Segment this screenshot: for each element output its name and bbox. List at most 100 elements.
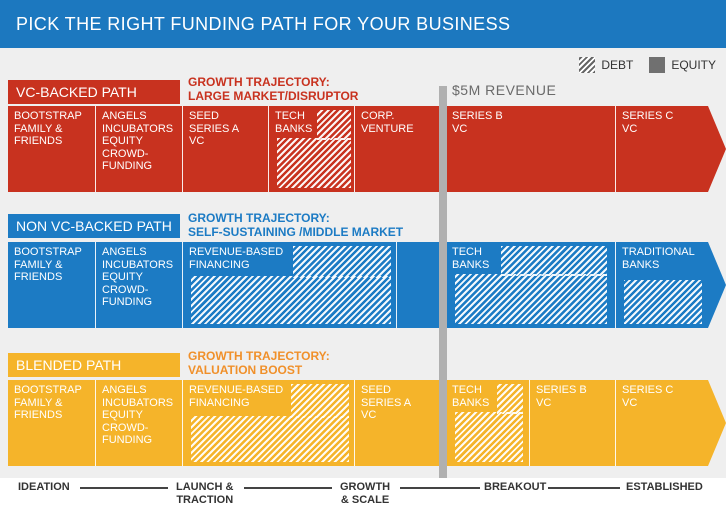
blended-trajectory: GROWTH TRAJECTORY: VALUATION BOOST [188, 349, 330, 377]
cell-line: VC [536, 396, 552, 409]
cell-line: VC [361, 409, 377, 421]
cell-line: VC [622, 396, 638, 409]
vc-cell-series-c: SERIES C VC [615, 106, 708, 192]
cell-line: FINANCING [189, 396, 250, 409]
cell-line: SERIES C [622, 110, 674, 122]
blended-cell-revenue-based: REVENUE-BASED FINANCING [182, 380, 354, 466]
timeline-connector [548, 487, 620, 489]
blended-cell-angels: ANGELS INCUBATORS EQUITY CROWD- FUNDING [95, 380, 182, 466]
vc-path-arrow-icon [708, 106, 726, 192]
cell-line: FRIENDS [14, 135, 63, 147]
stage-launch: LAUNCH & TRACTION [176, 481, 233, 507]
debt-swatch-icon [579, 57, 596, 73]
cell-line: VENTURE [361, 122, 414, 135]
blended-path-arrow-icon [708, 380, 726, 466]
equity-swatch-icon [649, 57, 666, 73]
timeline-connector [80, 487, 168, 489]
cell-line: TRADITIONAL [622, 246, 695, 258]
vc-cell-series-b: SERIES B VC [447, 106, 615, 192]
cell-line: CROWD- [102, 421, 149, 434]
header-bar: PICK THE RIGHT FUNDING PATH FOR YOUR BUS… [0, 0, 726, 48]
legend: DEBT EQUITY [579, 56, 716, 74]
cell-line: ANGELS [102, 110, 147, 122]
nonvc-trajectory-value: SELF-SUSTAINING /MIDDLE MARKET [188, 225, 404, 239]
cell-line: TECH [452, 384, 482, 396]
cell-line: ANGELS [102, 246, 147, 258]
debt-hatch [497, 384, 523, 414]
nonvc-cell-revenue-based: REVENUE-BASED FINANCING [182, 242, 396, 328]
cell-line: TECH [452, 246, 482, 258]
nonvc-cell-traditional-banks: TRADITIONAL BANKS [615, 242, 708, 328]
cell-line: FUNDING [102, 434, 153, 446]
cell-line: BANKS [452, 396, 490, 409]
blended-path-label: BLENDED PATH [8, 353, 180, 377]
vc-cell-bootstrap: BOOTSTRAP FAMILY & FRIENDS [8, 106, 95, 192]
stage-growth: GROWTH & SCALE [340, 481, 390, 507]
nonvc-path-label: NON VC-BACKED PATH [8, 214, 180, 238]
debt-hatch [501, 246, 607, 276]
cell-line: SERIES A [189, 122, 240, 135]
stage-growth-line2: & SCALE [340, 494, 390, 506]
cell-line: BANKS [275, 122, 313, 135]
stage-growth-line1: GROWTH [340, 481, 391, 493]
cell-line: FUNDING [102, 160, 153, 172]
vc-cell-angels: ANGELS INCUBATORS EQUITY CROWD- FUNDING [95, 106, 182, 192]
page-title: PICK THE RIGHT FUNDING PATH FOR YOUR BUS… [16, 14, 511, 34]
legend-equity-label: EQUITY [671, 58, 716, 72]
blended-path-band: BOOTSTRAP FAMILY & FRIENDS ANGELS INCUBA… [8, 380, 708, 466]
cell-line: SEED [189, 110, 219, 122]
cell-line: CROWD- [102, 283, 149, 296]
debt-hatch [293, 246, 391, 278]
cell-line: CROWD- [102, 147, 149, 160]
cell-line: INCUBATORS [102, 258, 174, 271]
nonvc-cell-bootstrap: BOOTSTRAP FAMILY & FRIENDS [8, 242, 95, 328]
debt-hatch [277, 138, 351, 188]
vc-path-label: VC-BACKED PATH [8, 80, 180, 104]
cell-line: VC [452, 122, 468, 135]
stage-breakout: BREAKOUT [484, 481, 547, 493]
stage-launch-line2: TRACTION [176, 494, 234, 506]
debt-hatch [191, 416, 349, 462]
nonvc-cell-empty [396, 242, 440, 328]
stage-ideation: IDEATION [18, 481, 70, 493]
vc-trajectory-heading: GROWTH TRAJECTORY: [188, 75, 330, 89]
stage-timeline: IDEATION LAUNCH & TRACTION GROWTH & SCAL… [0, 478, 726, 524]
cell-line: BOOTSTRAP [14, 246, 82, 258]
cell-line: FAMILY & [14, 122, 63, 135]
cell-line: FINANCING [189, 258, 250, 271]
revenue-marker-line [439, 86, 447, 478]
cell-line: ANGELS [102, 384, 147, 396]
vc-trajectory-value: LARGE MARKET/DISRUPTOR [188, 89, 359, 103]
cell-line: TECH [275, 110, 305, 122]
nonvc-trajectory-heading: GROWTH TRAJECTORY: [188, 211, 330, 225]
vc-cell-tech-banks: TECH BANKS [268, 106, 354, 192]
debt-hatch [191, 276, 391, 324]
legend-debt-label: DEBT [601, 58, 634, 72]
cell-line: REVENUE-BASED [189, 246, 284, 258]
cell-line: BOOTSTRAP [14, 384, 82, 396]
nonvc-cell-angels: ANGELS INCUBATORS EQUITY CROWD- FUNDING [95, 242, 182, 328]
debt-hatch [624, 280, 702, 324]
cell-line: SERIES B [452, 110, 503, 122]
cell-line: BOOTSTRAP [14, 110, 82, 122]
blended-cell-bootstrap: BOOTSTRAP FAMILY & FRIENDS [8, 380, 95, 466]
cell-line: EQUITY [102, 409, 143, 421]
blended-trajectory-heading: GROWTH TRAJECTORY: [188, 349, 330, 363]
nonvc-cell-tech-banks: TECH BANKS [447, 242, 615, 328]
cell-line: INCUBATORS [102, 396, 174, 409]
nonvc-trajectory: GROWTH TRAJECTORY: SELF-SUSTAINING /MIDD… [188, 211, 403, 239]
timeline-connector [244, 487, 332, 489]
cell-line: FAMILY & [14, 396, 63, 409]
cell-line: REVENUE-BASED [189, 384, 284, 396]
cell-line: SEED [361, 384, 391, 396]
cell-line: SERIES C [622, 384, 674, 396]
cell-line: BANKS [452, 258, 490, 271]
cell-line: FRIENDS [14, 271, 63, 283]
nonvc-path-arrow-icon [708, 242, 726, 328]
cell-line: FUNDING [102, 296, 153, 308]
nonvc-path-band: BOOTSTRAP FAMILY & FRIENDS ANGELS INCUBA… [8, 242, 708, 328]
cell-line: EQUITY [102, 271, 143, 283]
cell-line: VC [622, 122, 638, 135]
vc-path-band: BOOTSTRAP FAMILY & FRIENDS ANGELS INCUBA… [8, 106, 708, 192]
